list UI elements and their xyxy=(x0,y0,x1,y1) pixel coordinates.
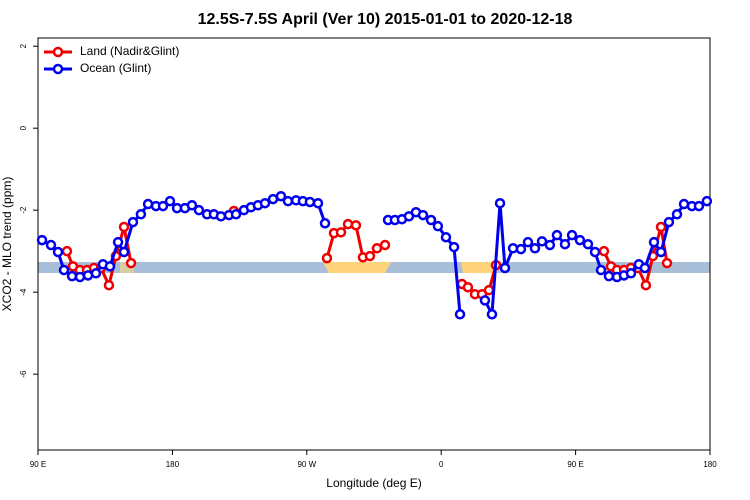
legend-marker xyxy=(52,46,64,58)
series-point xyxy=(494,197,506,209)
series-point xyxy=(186,200,198,211)
series-point xyxy=(559,238,571,250)
x-tick-label: 90 W xyxy=(297,460,316,469)
y-axis-label: XCO2 - MLO trend (ppm) xyxy=(0,177,14,312)
land-strip xyxy=(323,262,391,273)
series-point xyxy=(157,200,169,212)
series-point xyxy=(589,246,601,258)
series-point xyxy=(701,195,713,207)
series-point xyxy=(127,216,139,228)
series-point xyxy=(462,281,474,293)
series-point xyxy=(454,309,466,320)
series-point xyxy=(440,231,452,243)
legend-label: Ocean (Glint) xyxy=(80,61,151,75)
y-tick-label: -6 xyxy=(19,370,28,378)
series-point xyxy=(663,216,675,228)
series-point xyxy=(371,243,383,254)
series-point xyxy=(551,229,563,241)
x-tick-label: 180 xyxy=(166,460,180,469)
series-point xyxy=(342,218,354,230)
series-point xyxy=(425,214,437,226)
series-point xyxy=(118,221,130,233)
series-point xyxy=(103,279,115,291)
y-tick-label: 2 xyxy=(19,43,28,48)
series-point xyxy=(625,268,637,279)
series-point xyxy=(582,238,594,250)
series-point xyxy=(661,257,673,269)
series-point xyxy=(574,234,586,246)
series-point xyxy=(655,246,667,258)
series-point xyxy=(639,262,651,274)
series-point xyxy=(58,264,70,276)
legend-label: Land (Nadir&Glint) xyxy=(80,44,179,58)
series-point xyxy=(483,284,495,296)
series-point xyxy=(448,241,460,253)
series-point xyxy=(275,190,287,202)
series-point xyxy=(522,236,534,248)
series-point xyxy=(61,245,73,257)
series-point xyxy=(118,246,130,258)
series xyxy=(36,190,713,320)
series-point xyxy=(671,209,683,220)
series-point xyxy=(215,211,227,222)
plot-frame xyxy=(37,37,711,451)
series-point xyxy=(74,271,86,283)
x-tick-label: 90 E xyxy=(567,460,583,469)
series-point xyxy=(164,195,176,207)
series-point xyxy=(379,239,391,251)
series-point xyxy=(52,246,64,258)
series-point xyxy=(90,268,102,279)
series-point xyxy=(364,250,376,262)
legend-marker xyxy=(52,63,64,75)
series-point xyxy=(499,262,511,274)
series-point xyxy=(479,295,491,306)
series xyxy=(61,205,673,300)
series-point xyxy=(529,243,541,254)
series-point xyxy=(304,196,316,208)
series-point xyxy=(282,195,294,207)
series-point xyxy=(598,245,610,257)
y-tick-label: -2 xyxy=(19,206,28,214)
series-point xyxy=(125,257,137,269)
series-point xyxy=(319,218,331,229)
series-point xyxy=(350,220,362,231)
series-point xyxy=(603,270,615,282)
y-tick-label: -4 xyxy=(19,288,28,296)
series-point xyxy=(36,234,48,246)
land-strip xyxy=(461,262,499,273)
chart-title: 12.5S-7.5S April (Ver 10) 2015-01-01 to … xyxy=(198,11,573,28)
series-point xyxy=(259,197,271,209)
series-point xyxy=(230,209,242,220)
series-point xyxy=(595,264,607,276)
x-tick-label: 90 E xyxy=(30,460,46,469)
land-strip xyxy=(120,262,134,273)
land-ocean-strip xyxy=(38,262,710,273)
series-point xyxy=(655,221,667,233)
series-point xyxy=(566,229,578,241)
series-point xyxy=(486,309,498,320)
series-point xyxy=(321,252,333,264)
y-tick-label: 0 xyxy=(19,125,28,130)
series-point xyxy=(417,209,429,221)
series-point xyxy=(312,197,324,209)
series-point xyxy=(648,236,660,248)
series-point xyxy=(335,227,347,238)
series-point xyxy=(45,239,57,251)
series-point xyxy=(640,279,652,291)
series-point xyxy=(515,243,527,255)
x-tick-label: 0 xyxy=(439,460,444,469)
series-point xyxy=(693,200,705,212)
series-point xyxy=(193,204,205,216)
x-axis-label: Longitude (deg E) xyxy=(326,476,421,490)
series-point xyxy=(135,209,147,220)
series-point xyxy=(112,236,124,248)
series-point xyxy=(432,220,444,232)
series-point xyxy=(544,239,556,251)
series-point xyxy=(104,261,116,272)
series-point xyxy=(536,236,548,247)
x-tick-label: 180 xyxy=(703,460,717,469)
